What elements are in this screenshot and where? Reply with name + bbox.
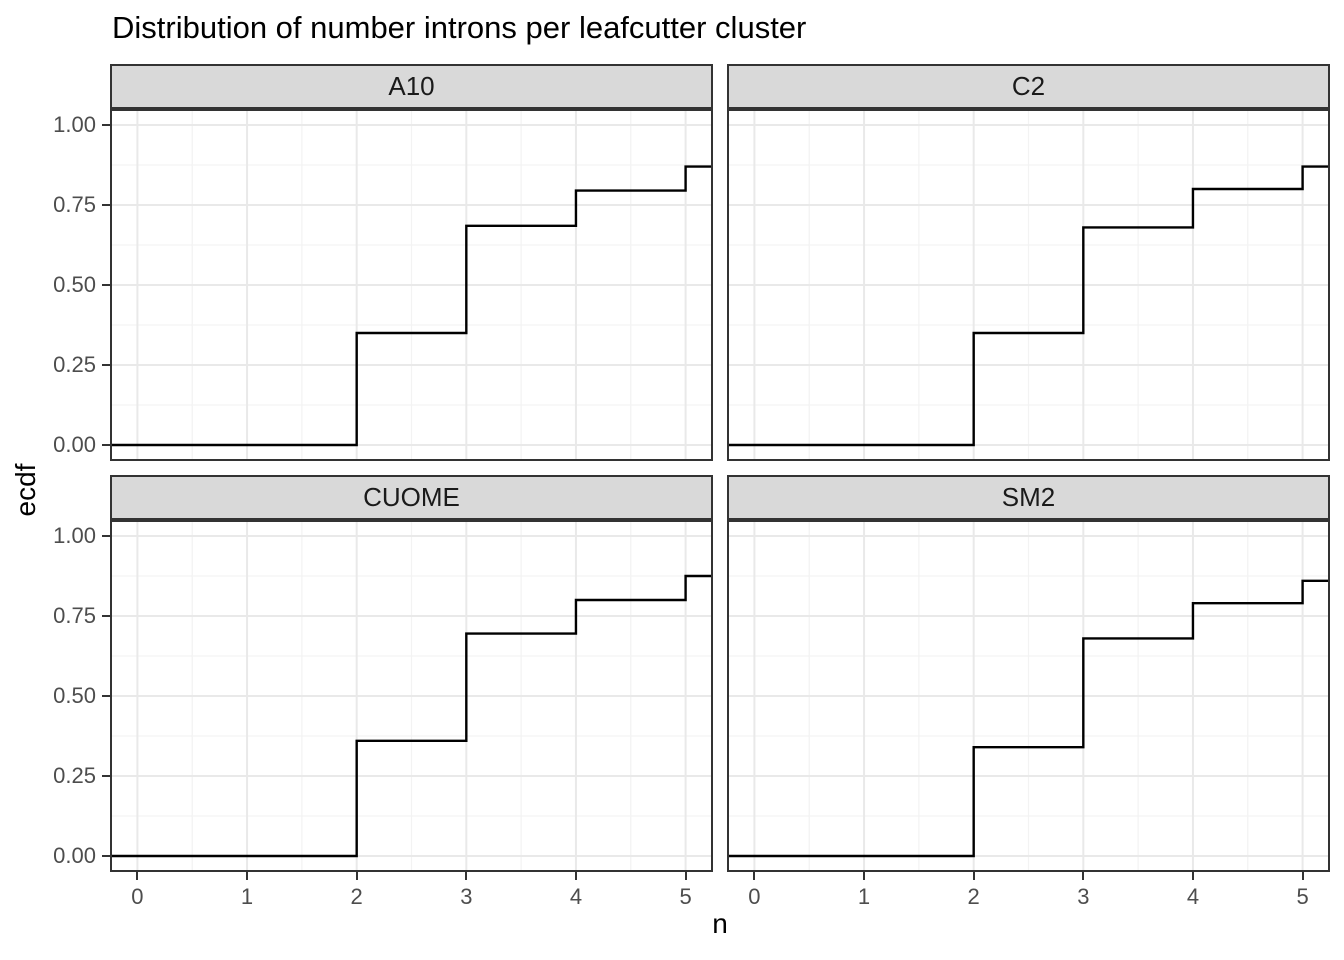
x-tick-mark bbox=[972, 872, 975, 880]
x-tick-mark bbox=[863, 872, 866, 880]
y-tick-label: 1.00 bbox=[53, 523, 96, 548]
plot-title: Distribution of number introns per leafc… bbox=[112, 10, 807, 45]
y-tick-mark bbox=[102, 615, 110, 617]
panel-border bbox=[727, 520, 1330, 872]
x-tick-label: 0 bbox=[748, 884, 761, 909]
y-tick-label: 0.50 bbox=[53, 683, 96, 708]
x-tick-mark bbox=[574, 872, 577, 880]
ecdf-step-line bbox=[110, 165, 713, 447]
y-tick-label: 0.75 bbox=[53, 603, 96, 628]
y-tick-mark bbox=[102, 535, 110, 537]
x-tick-label: 2 bbox=[350, 884, 363, 909]
facet-strip-a10: A10 bbox=[110, 64, 713, 109]
panel-border bbox=[727, 109, 1330, 461]
y-tick-label: 0.25 bbox=[53, 763, 96, 788]
x-tick-label: 5 bbox=[1296, 884, 1309, 909]
facet-panel-c2 bbox=[727, 109, 1330, 461]
x-tick-label: 1 bbox=[240, 884, 254, 909]
ecdf-step-line bbox=[727, 165, 1330, 447]
x-tick-mark bbox=[465, 872, 468, 880]
x-tick-label: 3 bbox=[460, 884, 473, 909]
y-tick-mark bbox=[102, 284, 110, 286]
x-tick-label: 5 bbox=[679, 884, 692, 909]
y-tick-label: 0.25 bbox=[53, 352, 96, 377]
x-tick-mark bbox=[355, 872, 358, 880]
x-tick-mark bbox=[1191, 872, 1194, 880]
y-tick-mark bbox=[102, 855, 110, 857]
y-tick-mark bbox=[102, 695, 110, 697]
x-tick-label: 4 bbox=[1186, 884, 1200, 909]
y-tick-label: 0.50 bbox=[53, 272, 96, 297]
y-tick-mark bbox=[102, 204, 110, 206]
x-tick-mark bbox=[684, 872, 687, 880]
facet-panel-a10 bbox=[110, 109, 713, 461]
y-tick-mark bbox=[102, 444, 110, 446]
panel-border bbox=[110, 109, 713, 461]
x-tick-mark bbox=[246, 872, 249, 880]
facet-strip-label: CUOME bbox=[363, 482, 460, 512]
y-tick-label: 0.75 bbox=[53, 192, 96, 217]
x-axis-title: n bbox=[712, 908, 728, 939]
y-tick-label: 1.00 bbox=[53, 112, 96, 137]
x-tick-label: 3 bbox=[1077, 884, 1090, 909]
y-tick-mark bbox=[102, 775, 110, 777]
facet-strip-cuome: CUOME bbox=[110, 475, 713, 520]
facet-panel-sm2 bbox=[727, 520, 1330, 872]
facet-strip-label: A10 bbox=[388, 71, 435, 101]
ecdf-step-line bbox=[727, 579, 1330, 858]
y-tick-label: 0.00 bbox=[53, 843, 96, 868]
x-tick-label: 0 bbox=[131, 884, 144, 909]
x-tick-mark bbox=[136, 872, 139, 880]
facet-strip-c2: C2 bbox=[727, 64, 1330, 109]
facet-panel-cuome bbox=[110, 520, 713, 872]
ecdf-step-line bbox=[110, 574, 713, 858]
x-tick-mark bbox=[1082, 872, 1085, 880]
x-tick-label: 2 bbox=[967, 884, 980, 909]
y-axis-title: ecdf bbox=[10, 463, 41, 517]
facet-strip-label: SM2 bbox=[1001, 482, 1056, 512]
facet-strip-sm2: SM2 bbox=[727, 475, 1330, 520]
x-tick-label: 1 bbox=[857, 884, 871, 909]
y-tick-label: 0.00 bbox=[53, 432, 96, 457]
x-tick-mark bbox=[753, 872, 756, 880]
facet-strip-label: C2 bbox=[1011, 71, 1046, 101]
panel-border bbox=[110, 520, 713, 872]
x-tick-label: 4 bbox=[569, 884, 583, 909]
y-tick-mark bbox=[102, 364, 110, 366]
x-tick-mark bbox=[1301, 872, 1304, 880]
y-tick-mark bbox=[102, 124, 110, 126]
